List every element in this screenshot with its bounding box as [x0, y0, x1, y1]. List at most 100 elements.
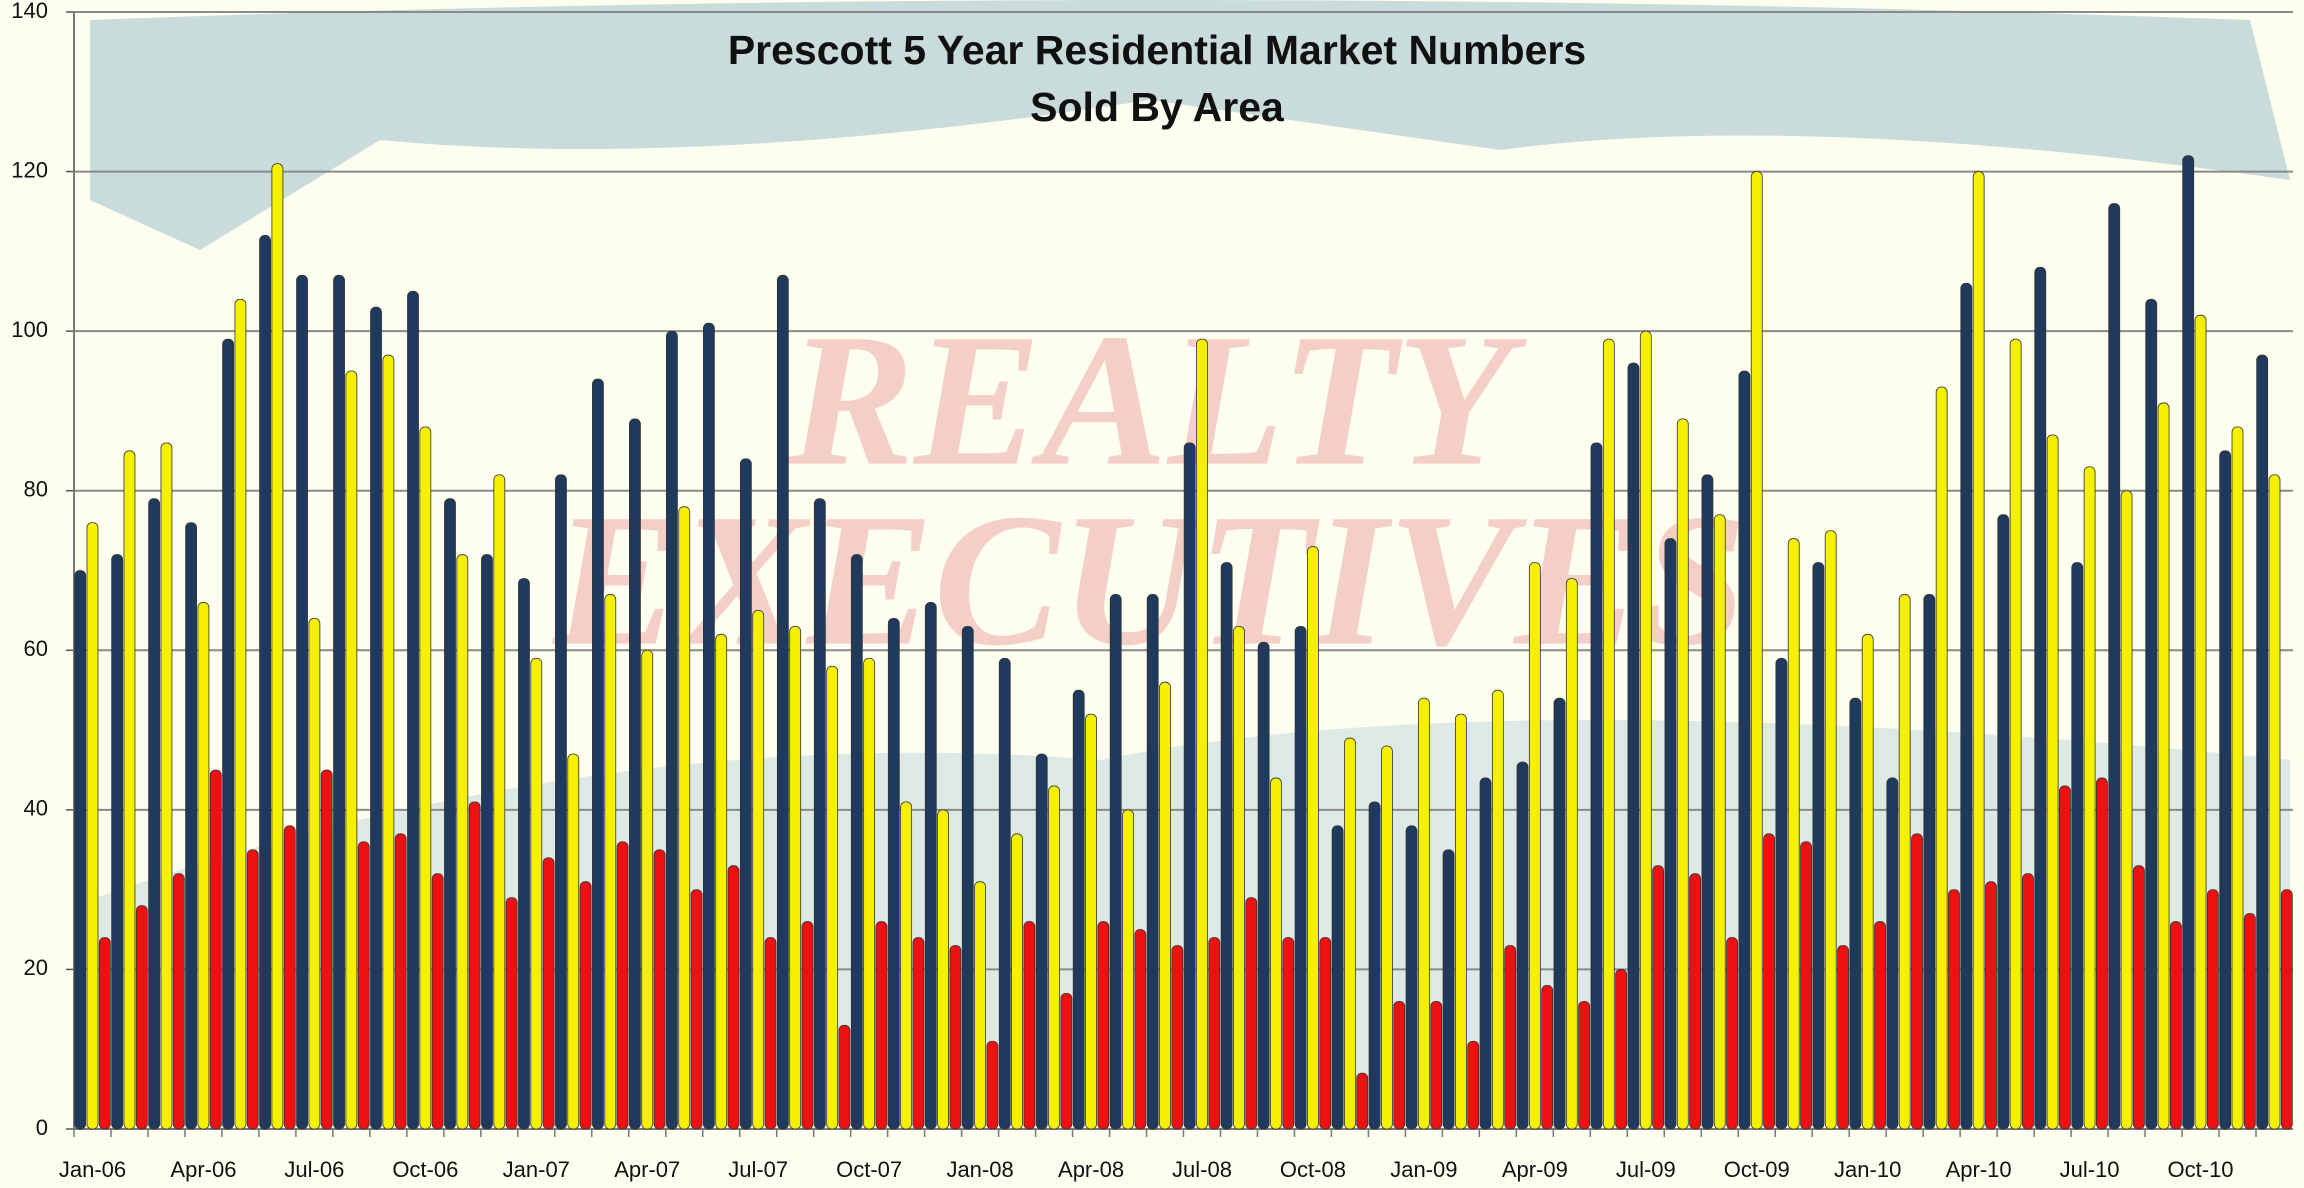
bar — [1924, 594, 1935, 1129]
bar — [1801, 842, 1812, 1129]
bar — [1209, 938, 1220, 1129]
bar — [1862, 634, 1873, 1129]
x-tick-label: Oct-06 — [392, 1157, 458, 1182]
chart-subtitle: Sold By Area — [1030, 84, 1285, 130]
bar — [1542, 985, 1553, 1129]
x-tick-label: Jul-09 — [1616, 1157, 1676, 1182]
bar — [186, 523, 197, 1129]
bar — [2022, 874, 2033, 1129]
bar — [1702, 475, 1713, 1129]
x-tick-label: Jan-10 — [1834, 1157, 1901, 1182]
bar — [1554, 698, 1565, 1129]
bar — [938, 810, 949, 1129]
bar — [1024, 922, 1035, 1129]
bar — [1147, 594, 1158, 1129]
bar — [753, 610, 764, 1129]
bar — [531, 658, 542, 1129]
bar — [518, 578, 529, 1129]
page: REALTY EXECUTIVES Prescott 5 Year Reside… — [0, 0, 2304, 1188]
x-tick-label: Apr-09 — [1502, 1157, 1568, 1182]
bar — [1061, 993, 1072, 1129]
bar — [1529, 563, 1540, 1129]
bar — [2281, 890, 2292, 1129]
bar — [679, 507, 690, 1129]
bar — [765, 938, 776, 1129]
bar — [420, 427, 431, 1129]
bar — [2010, 339, 2021, 1129]
bar — [506, 898, 517, 1129]
bar — [198, 602, 209, 1129]
x-tick-label: Jan-08 — [946, 1157, 1013, 1182]
bar — [2170, 922, 2181, 1129]
y-tick-label: 140 — [11, 0, 48, 23]
bar — [1788, 539, 1799, 1129]
bar — [210, 770, 221, 1129]
bar — [1616, 969, 1627, 1129]
bar — [814, 499, 825, 1129]
x-tick-label: Jul-06 — [284, 1157, 344, 1182]
bar — [999, 658, 1010, 1129]
x-tick-label: Oct-10 — [2168, 1157, 2234, 1182]
bar — [2121, 491, 2132, 1129]
bar — [716, 634, 727, 1129]
bar — [346, 371, 357, 1129]
bar — [1160, 682, 1171, 1129]
y-tick-label: 120 — [11, 157, 48, 182]
bar — [2084, 467, 2095, 1129]
bar — [1579, 1001, 1590, 1129]
bar — [654, 850, 665, 1129]
bar — [284, 826, 295, 1129]
bar — [1073, 690, 1084, 1129]
bar — [777, 275, 788, 1129]
y-tick-label: 0 — [36, 1115, 48, 1140]
bar — [1295, 626, 1306, 1129]
x-tick-label: Apr-06 — [170, 1157, 236, 1182]
bar — [358, 842, 369, 1129]
bar — [481, 555, 492, 1129]
bar — [1825, 531, 1836, 1129]
chart-title: Prescott 5 Year Residential Market Numbe… — [728, 27, 1586, 73]
bar — [469, 802, 480, 1129]
x-tick-label: Oct-08 — [1280, 1157, 1346, 1182]
bar — [321, 770, 332, 1129]
bar — [75, 571, 86, 1130]
bar — [1505, 945, 1516, 1129]
bar — [740, 459, 751, 1129]
bar — [2047, 435, 2058, 1129]
x-tick-label: Jul-08 — [1172, 1157, 1232, 1182]
bar — [1764, 834, 1775, 1129]
y-tick-label: 80 — [24, 477, 48, 502]
bar — [235, 299, 246, 1129]
bar — [1961, 283, 1972, 1129]
bar — [1036, 754, 1047, 1129]
bar — [1135, 930, 1146, 1129]
bar — [864, 658, 875, 1129]
bar — [247, 850, 258, 1129]
bar — [802, 922, 813, 1129]
x-tick-label: Oct-09 — [1724, 1157, 1790, 1182]
y-tick-label: 60 — [24, 636, 48, 661]
bar — [2269, 475, 2280, 1129]
bar — [592, 379, 603, 1129]
bar — [876, 922, 887, 1129]
bar — [925, 602, 936, 1129]
bar — [1344, 738, 1355, 1129]
bar — [1912, 834, 1923, 1129]
bar — [1123, 810, 1134, 1129]
bar — [1258, 642, 1269, 1129]
bar — [642, 650, 653, 1129]
x-tick-label: Jan-06 — [59, 1157, 126, 1182]
bar — [1320, 938, 1331, 1129]
bar — [1985, 882, 1996, 1129]
bar — [432, 874, 443, 1129]
bar — [1184, 443, 1195, 1129]
bar — [987, 1041, 998, 1129]
bar — [1172, 945, 1183, 1129]
bar — [309, 618, 320, 1129]
bar — [1727, 938, 1738, 1129]
bar — [1653, 866, 1664, 1129]
bar — [1640, 331, 1651, 1129]
bar — [950, 945, 961, 1129]
bar — [1714, 515, 1725, 1129]
bar — [1233, 626, 1244, 1129]
